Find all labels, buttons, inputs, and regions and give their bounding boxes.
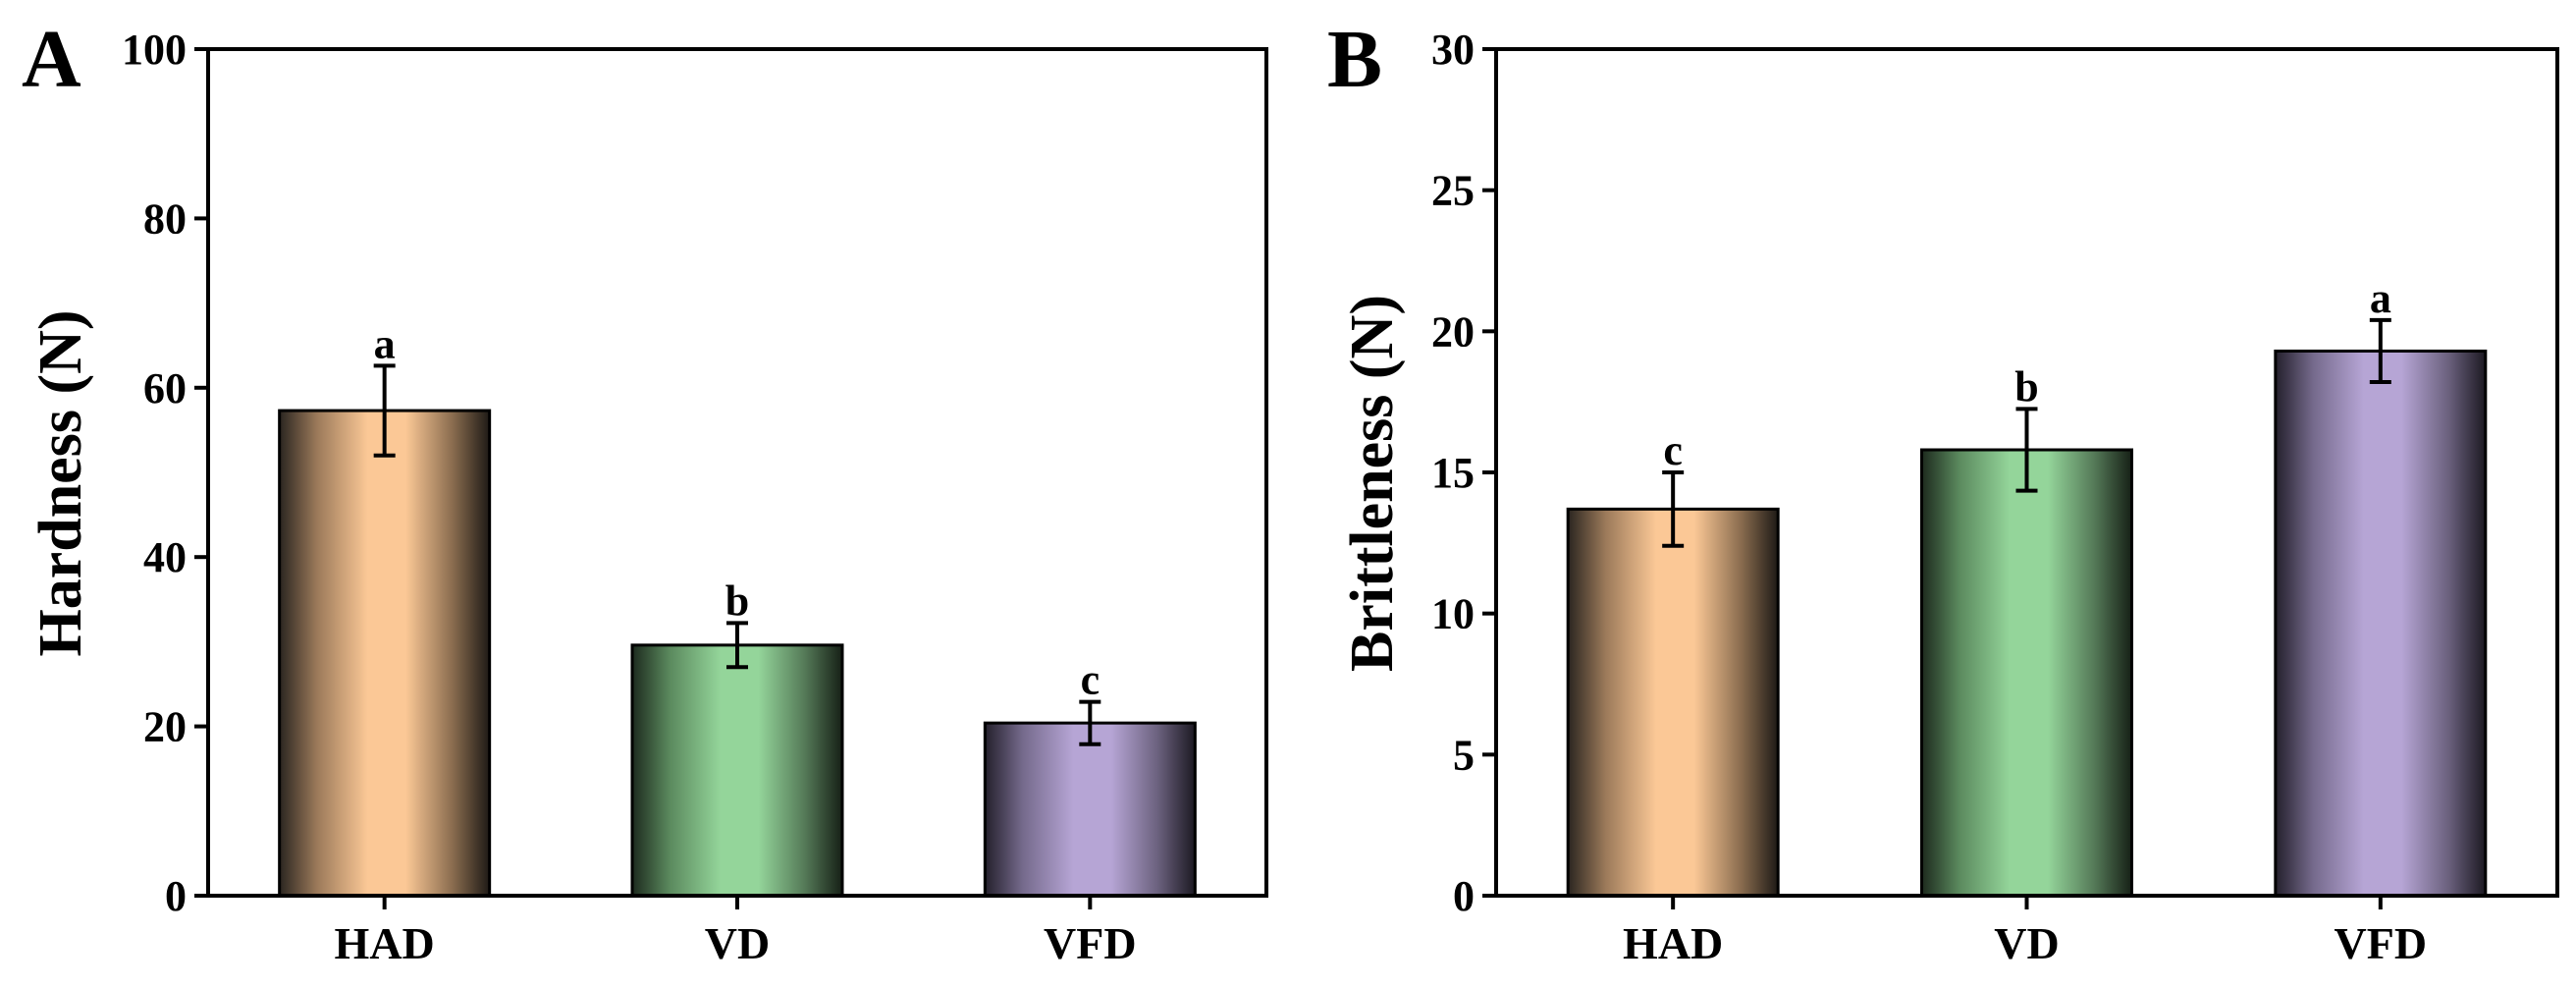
x-tick-label-vd-b: VD	[1994, 918, 2059, 968]
error-bar-vfd-a	[1079, 699, 1101, 746]
plot-area-b: c HAD b VD a VFD 0 5 10 15 20 25 30	[1431, 26, 2559, 968]
plot-frame-b	[1494, 47, 2559, 898]
x-tick-label-had-a: HAD	[335, 918, 435, 968]
y-tick-label: 100	[122, 26, 187, 74]
y-tick-label: 25	[1431, 167, 1475, 215]
panel-label-a: A	[22, 14, 81, 105]
y-axis-title-a: Hardness (N)	[27, 309, 94, 656]
y-tick-label: 5	[1453, 731, 1475, 779]
plot-area-a: a HAD b VD c VFD 0 20 40 60 80 100	[122, 26, 1268, 968]
error-bar-vfd-b	[2369, 317, 2391, 385]
chart-panel-b: B Brittleness (N) c HAD b VD a VFD 0 5 10 15 20 25 3…	[1327, 14, 2559, 968]
bar-vfd-a	[983, 721, 1197, 898]
y-tick-label: 80	[143, 194, 187, 243]
x-tick-label-vfd-b: VFD	[2334, 918, 2428, 968]
error-bar-vd-b	[2015, 407, 2038, 493]
significance-label-had-a: a	[374, 319, 396, 367]
y-tick-label: 20	[143, 703, 187, 751]
bar-vd-a	[630, 643, 844, 898]
panel-label-b: B	[1327, 14, 1382, 105]
chart-panel-a: A Hardness (N) a HAD b VD c VFD 0 20 40 60 80 100	[22, 14, 1268, 968]
y-tick-label: 10	[1431, 590, 1475, 638]
error-bar-had-a	[373, 363, 396, 458]
y-tick-label: 0	[1453, 872, 1475, 920]
significance-label-had-b: c	[1663, 426, 1683, 474]
x-tick-label-had-b: HAD	[1623, 918, 1723, 968]
x-tick-label-vd-a: VD	[705, 918, 770, 968]
bar-vd-b	[1920, 448, 2133, 898]
significance-label-vfd-a: c	[1081, 656, 1100, 704]
significance-label-vfd-b: a	[2370, 274, 2391, 322]
error-bar-had-b	[1662, 470, 1685, 548]
y-axis-title-b: Brittleness (N)	[1339, 295, 1406, 672]
bar-had-a	[278, 409, 492, 898]
y-tick-label: 60	[143, 364, 187, 412]
bar-vfd-b	[2274, 349, 2488, 898]
y-tick-label: 15	[1431, 449, 1475, 497]
bar-had-b	[1566, 507, 1780, 898]
error-bar-vd-a	[726, 621, 748, 670]
significance-label-vd-a: b	[725, 577, 749, 625]
plot-frame-a	[206, 47, 1268, 898]
y-tick-label: 0	[165, 872, 187, 920]
y-tick-label: 40	[143, 533, 187, 581]
y-tick-label: 20	[1431, 307, 1475, 356]
x-tick-label-vfd-a: VFD	[1044, 918, 1137, 968]
significance-label-vd-b: b	[2014, 362, 2038, 411]
y-tick-label: 30	[1431, 26, 1475, 74]
